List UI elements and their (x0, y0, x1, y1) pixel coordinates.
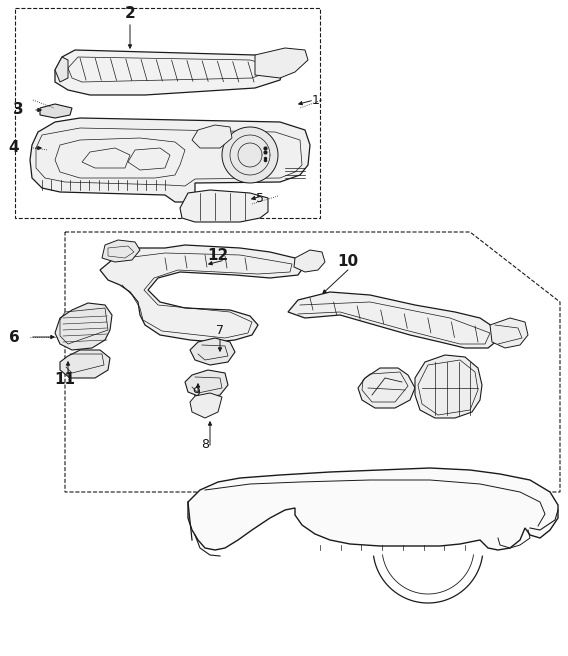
Polygon shape (180, 190, 268, 222)
Text: 8: 8 (201, 438, 209, 451)
Bar (15, 8, 320, 218)
Text: 5: 5 (256, 192, 264, 205)
Text: 2: 2 (124, 7, 135, 22)
Polygon shape (288, 292, 498, 348)
Polygon shape (188, 468, 558, 550)
Text: 1: 1 (312, 94, 320, 106)
Text: 11: 11 (55, 373, 76, 388)
Polygon shape (255, 48, 308, 78)
Polygon shape (415, 355, 482, 418)
Polygon shape (100, 245, 305, 342)
Polygon shape (55, 303, 112, 350)
Polygon shape (185, 370, 228, 398)
Polygon shape (55, 50, 285, 95)
Text: 3: 3 (12, 102, 23, 117)
Polygon shape (294, 250, 325, 272)
Polygon shape (40, 104, 72, 118)
Polygon shape (30, 118, 310, 202)
Polygon shape (190, 393, 222, 418)
Text: 6: 6 (9, 329, 19, 344)
Polygon shape (60, 350, 110, 378)
Polygon shape (358, 368, 415, 408)
Polygon shape (222, 127, 278, 183)
Text: 10: 10 (337, 255, 358, 270)
Polygon shape (55, 57, 68, 82)
Text: 4: 4 (9, 140, 19, 155)
Polygon shape (190, 338, 235, 365)
Text: 9: 9 (192, 386, 200, 400)
Polygon shape (490, 318, 528, 348)
Text: 7: 7 (216, 323, 224, 337)
Polygon shape (192, 125, 232, 148)
Polygon shape (102, 240, 140, 262)
Text: 12: 12 (207, 247, 229, 262)
